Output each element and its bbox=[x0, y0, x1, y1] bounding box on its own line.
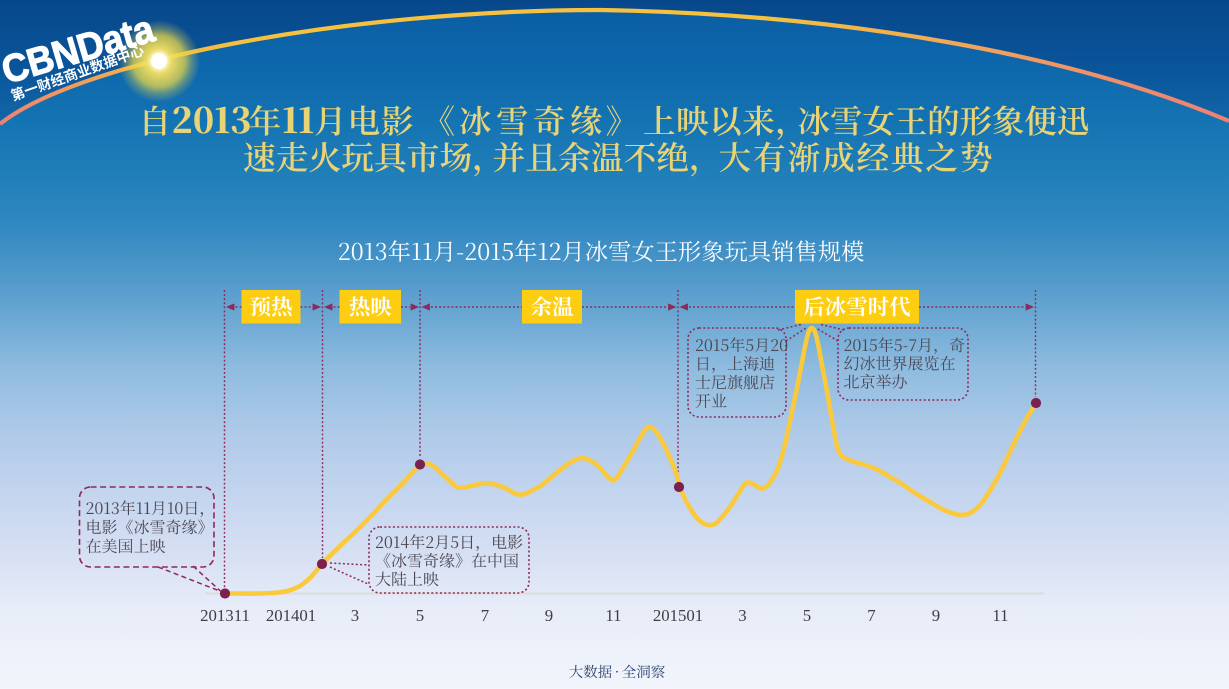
svg-text:7: 7 bbox=[481, 606, 489, 625]
svg-text:5: 5 bbox=[803, 606, 811, 625]
svg-text:5: 5 bbox=[416, 606, 424, 625]
svg-text:3: 3 bbox=[738, 606, 746, 625]
svg-text:7: 7 bbox=[867, 606, 875, 625]
svg-text:9: 9 bbox=[932, 606, 940, 625]
svg-text:3: 3 bbox=[351, 606, 359, 625]
svg-text:9: 9 bbox=[545, 606, 553, 625]
svg-text:201401: 201401 bbox=[266, 606, 316, 625]
svg-text:201311: 201311 bbox=[200, 606, 250, 625]
svg-text:201501: 201501 bbox=[653, 606, 703, 625]
svg-text:11: 11 bbox=[992, 606, 1008, 625]
svg-text:11: 11 bbox=[605, 606, 621, 625]
